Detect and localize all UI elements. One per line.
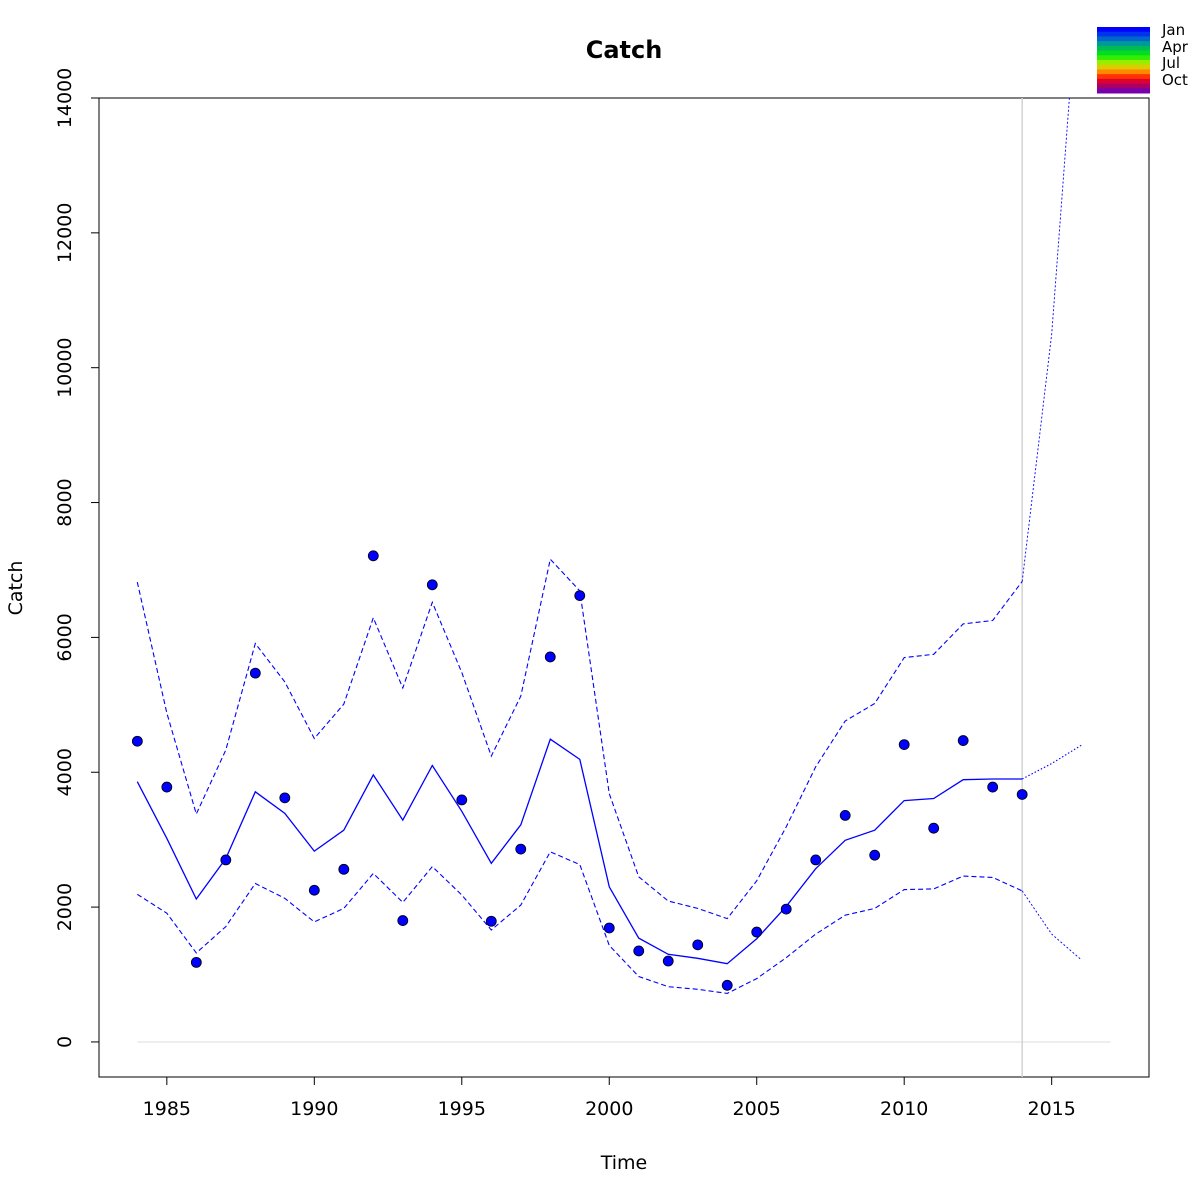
x-tick-label: 2015 — [1027, 1098, 1075, 1120]
y-tick-label: 10000 — [54, 337, 76, 397]
data-point — [603, 922, 615, 934]
series-line-3 — [137, 851, 1023, 994]
legend-color-band — [1097, 64, 1150, 70]
legend-color-band — [1097, 50, 1150, 56]
data-point — [397, 915, 409, 926]
legend-color-band — [1097, 74, 1150, 80]
legend-label: Oct — [1162, 71, 1188, 89]
series-line-6 — [1021, 890, 1082, 961]
plot-frame — [98, 97, 1150, 1078]
data-point — [544, 651, 556, 663]
series-line-5 — [1021, 98, 1070, 582]
data-point — [692, 939, 704, 951]
series-line-1 — [136, 738, 1023, 965]
series-line-4 — [1021, 744, 1082, 780]
x-tick-label: 2000 — [585, 1098, 633, 1120]
x-tick-label: 2005 — [733, 1098, 781, 1120]
chart-axes: 1985 1990 1995 2000 2005 2010 2015 0 2000 4000 600… — [54, 68, 1076, 1120]
data-point — [633, 945, 645, 957]
data-point — [338, 863, 350, 875]
legend-color-band — [1097, 55, 1150, 61]
data-point — [898, 739, 910, 750]
legend-label: Jul — [1161, 54, 1180, 72]
legend-color-band — [1097, 45, 1150, 52]
data-point — [721, 979, 733, 991]
chart-marks — [131, 98, 1111, 1077]
data-point — [810, 854, 822, 866]
data-point — [485, 915, 497, 927]
y-tick-label: 8000 — [54, 478, 76, 526]
legend-color-band — [1097, 78, 1150, 85]
data-point — [869, 849, 881, 861]
data-point — [780, 903, 792, 915]
data-point — [426, 579, 438, 591]
x-axis-label: Time — [600, 1152, 648, 1174]
legend-color-band — [1097, 60, 1150, 66]
x-tick-label: 1995 — [438, 1098, 486, 1120]
data-point — [367, 550, 379, 562]
data-point — [308, 884, 320, 896]
data-point — [928, 822, 940, 834]
legend-color-band — [1097, 83, 1150, 89]
data-point — [456, 794, 468, 806]
x-tick-label: 1990 — [290, 1098, 338, 1120]
data-point — [190, 956, 202, 968]
data-point — [957, 735, 969, 746]
data-point — [249, 667, 261, 679]
legend-color-band — [1097, 88, 1150, 94]
data-point — [161, 781, 173, 793]
data-point — [279, 792, 291, 804]
data-point — [131, 735, 143, 747]
data-point — [515, 843, 527, 855]
y-tick-label: 14000 — [54, 68, 76, 128]
legend-label: Jan — [1161, 21, 1185, 39]
y-tick-label: 4000 — [54, 748, 76, 796]
y-axis-label: Catch — [5, 561, 27, 616]
y-tick-label: 6000 — [54, 613, 76, 661]
legend-color-band — [1097, 31, 1150, 37]
data-point — [751, 926, 763, 938]
legend-color-band — [1097, 27, 1150, 33]
legend-label: Apr — [1162, 38, 1189, 56]
x-tick-label: 2010 — [880, 1098, 928, 1120]
data-point — [662, 955, 674, 967]
y-tick-label: 0 — [54, 1036, 76, 1048]
legend-color-band — [1097, 69, 1150, 75]
series-line-2 — [136, 558, 1023, 920]
data-point — [1016, 789, 1028, 800]
legend-color-band — [1097, 36, 1150, 42]
data-point — [574, 590, 586, 601]
data-point — [220, 854, 232, 866]
legend-color-band — [1097, 41, 1150, 47]
data-point — [839, 809, 851, 821]
x-tick-label: 1985 — [143, 1098, 191, 1120]
data-point — [987, 781, 999, 793]
y-tick-label: 12000 — [54, 203, 76, 263]
y-tick-label: 2000 — [54, 883, 76, 931]
chart-title: Catch — [586, 36, 663, 64]
